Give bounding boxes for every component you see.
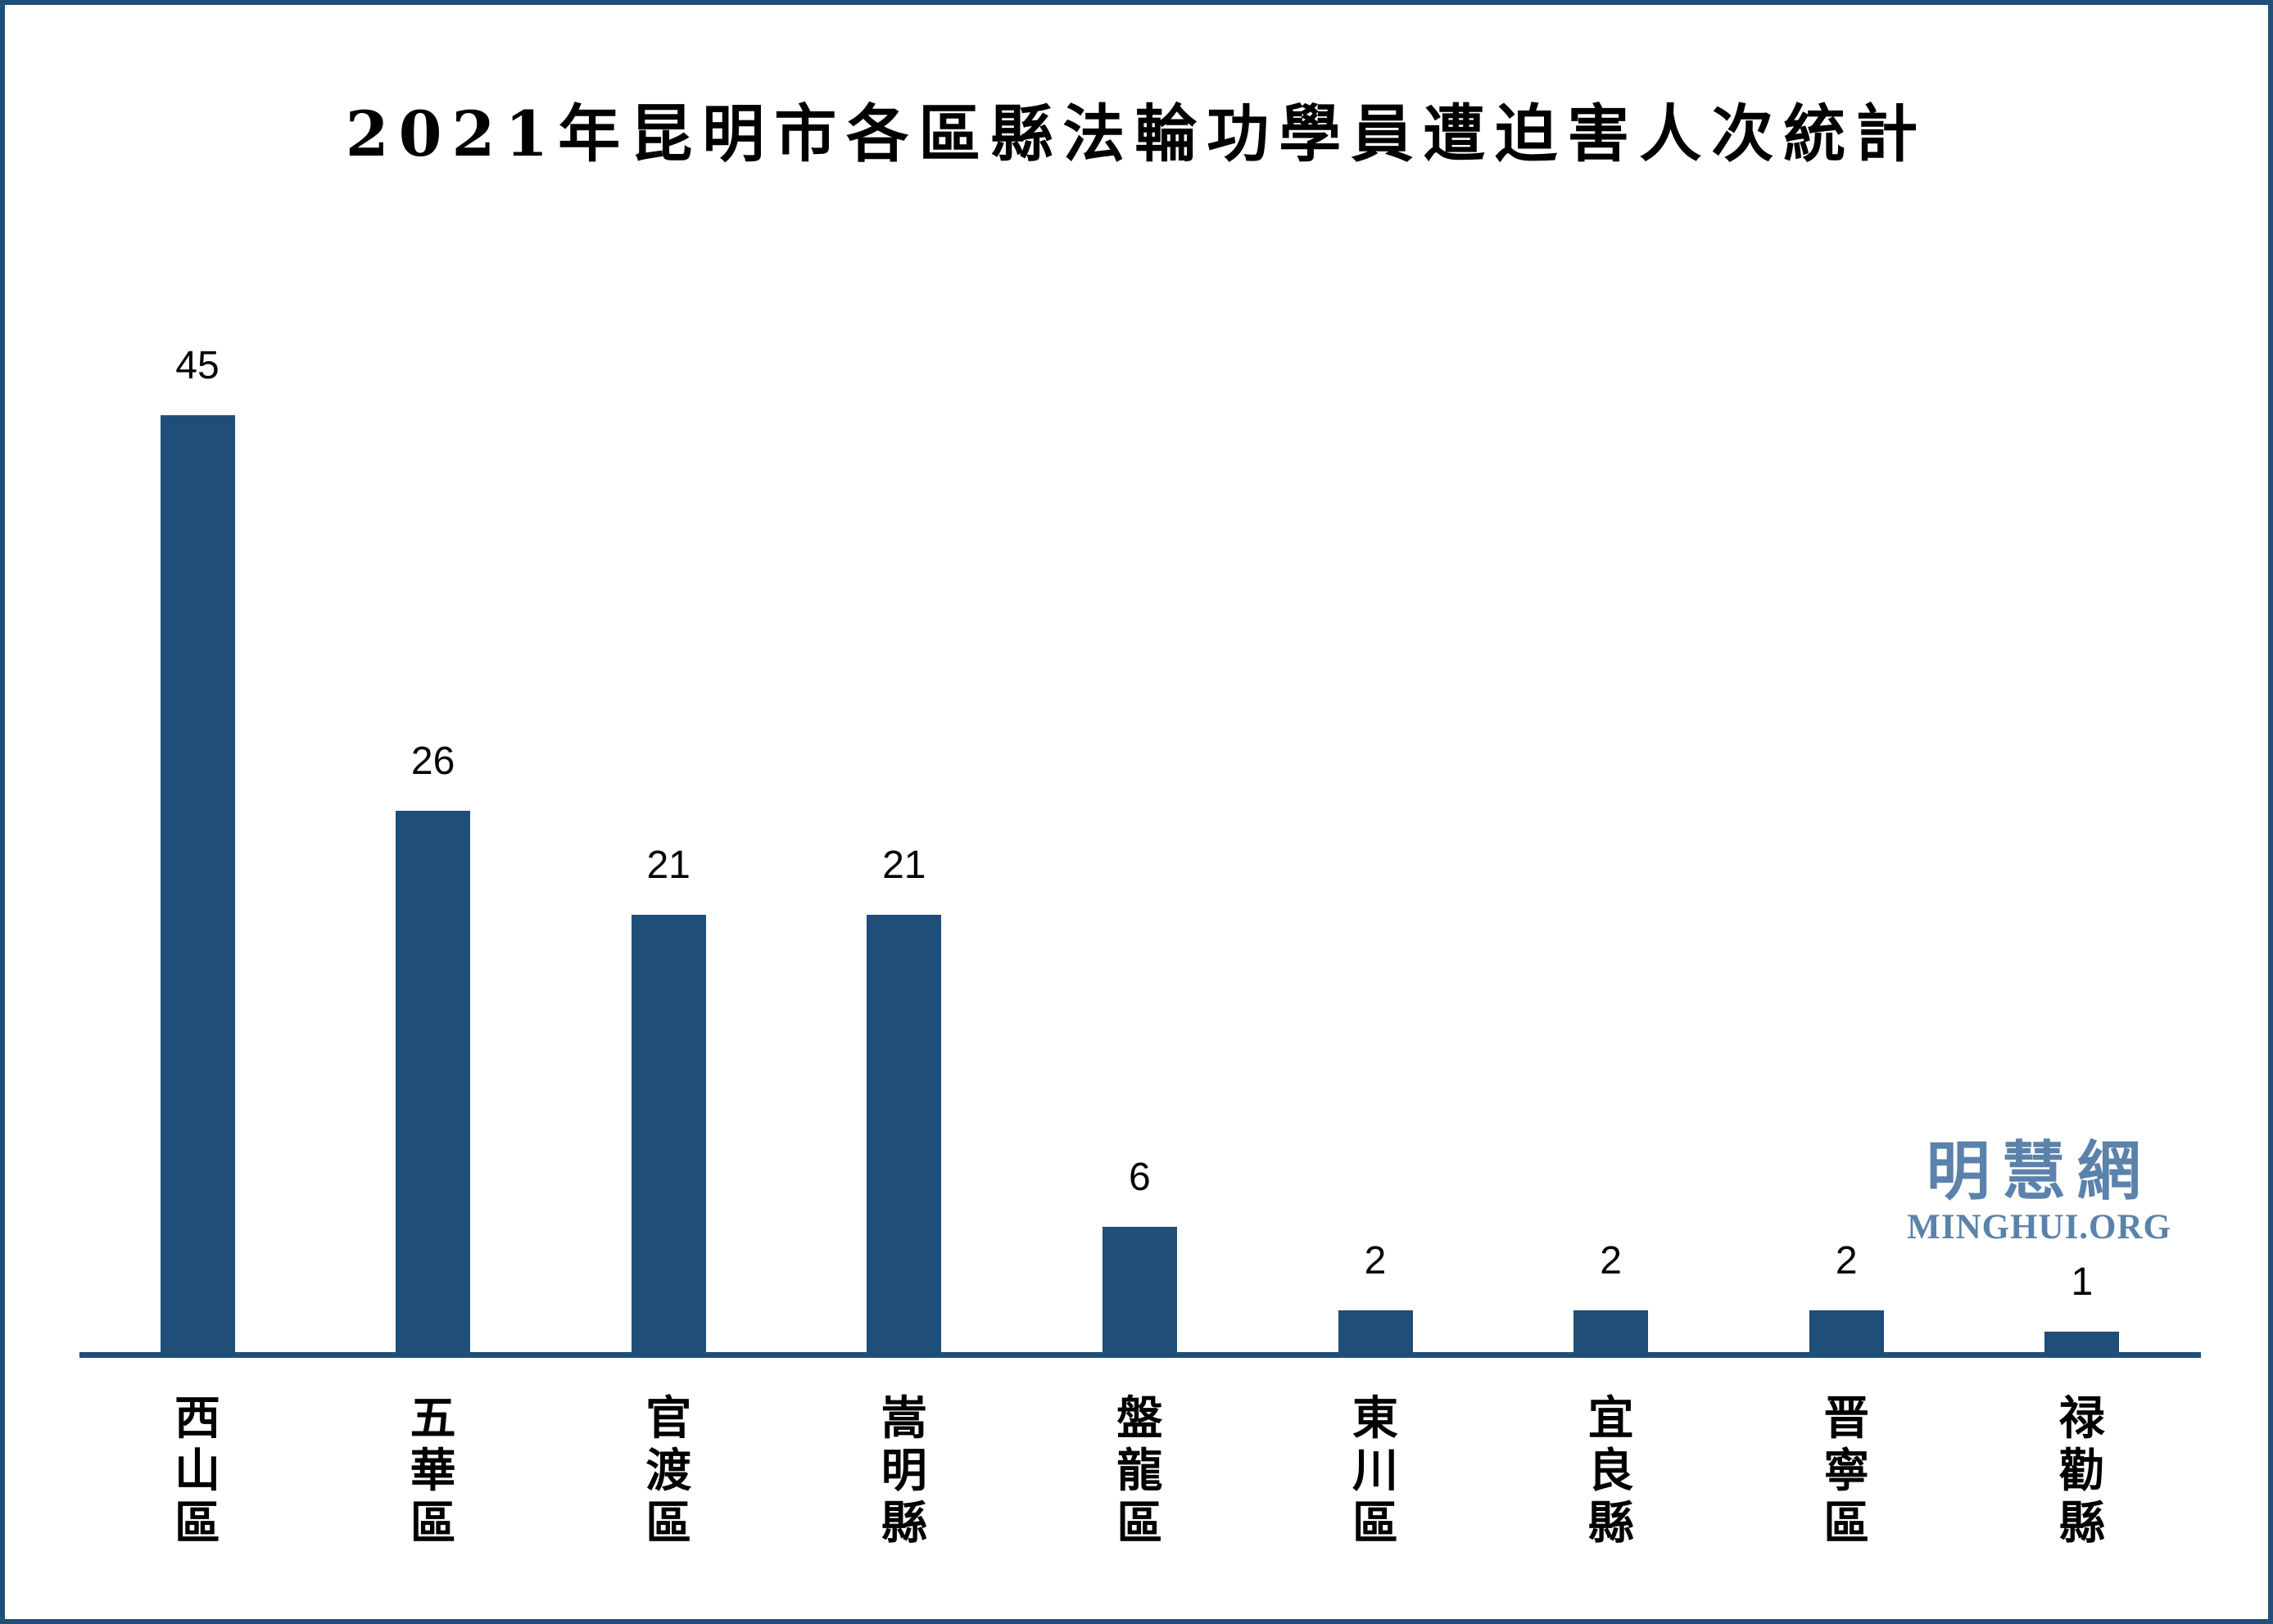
- bar-value-label: 6: [1129, 1156, 1151, 1200]
- bar: [1809, 1310, 1884, 1352]
- category-label: 嵩 明 縣: [881, 1391, 927, 1550]
- chart-title: 2021年昆明市各區縣法輪功學員遭迫害人次統計: [345, 97, 1928, 170]
- bar-value-label: 21: [646, 844, 691, 888]
- category-label: 官 渡 區: [645, 1391, 692, 1550]
- minghui-logo-latin: MINGHUI.ORG: [1907, 1208, 2171, 1246]
- x-axis-line: [79, 1352, 2201, 1358]
- bar: [2044, 1331, 2120, 1352]
- bar-value-label: 2: [1600, 1239, 1622, 1283]
- bar: [1573, 1310, 1649, 1352]
- bar-value-label: 2: [1835, 1239, 1858, 1283]
- bar: [396, 811, 471, 1352]
- bar-value-label: 21: [882, 844, 926, 888]
- category-label: 西 山 區: [174, 1391, 220, 1550]
- bar-value-label: 45: [175, 344, 220, 387]
- minghui-watermark: 明慧網 MINGHUI.ORG: [1907, 1138, 2171, 1246]
- category-label: 五 華 區: [410, 1391, 456, 1550]
- bar: [631, 915, 706, 1352]
- category-label: 禄 勸 縣: [2058, 1391, 2105, 1550]
- category-label: 宜 良 縣: [1587, 1391, 1634, 1550]
- category-label: 東 川 區: [1352, 1391, 1398, 1550]
- bar-value-label: 26: [410, 740, 455, 784]
- category-label: 晋 寧 區: [1823, 1391, 1870, 1550]
- bar-value-label: 1: [2071, 1260, 2094, 1304]
- bar-value-label: 2: [1364, 1239, 1387, 1283]
- minghui-logo-cjk: 明慧網: [1926, 1134, 2153, 1209]
- bar: [1338, 1310, 1413, 1352]
- bar: [160, 415, 235, 1352]
- category-label: 盤 龍 區: [1116, 1391, 1163, 1550]
- bar: [867, 915, 942, 1352]
- bar: [1102, 1227, 1177, 1352]
